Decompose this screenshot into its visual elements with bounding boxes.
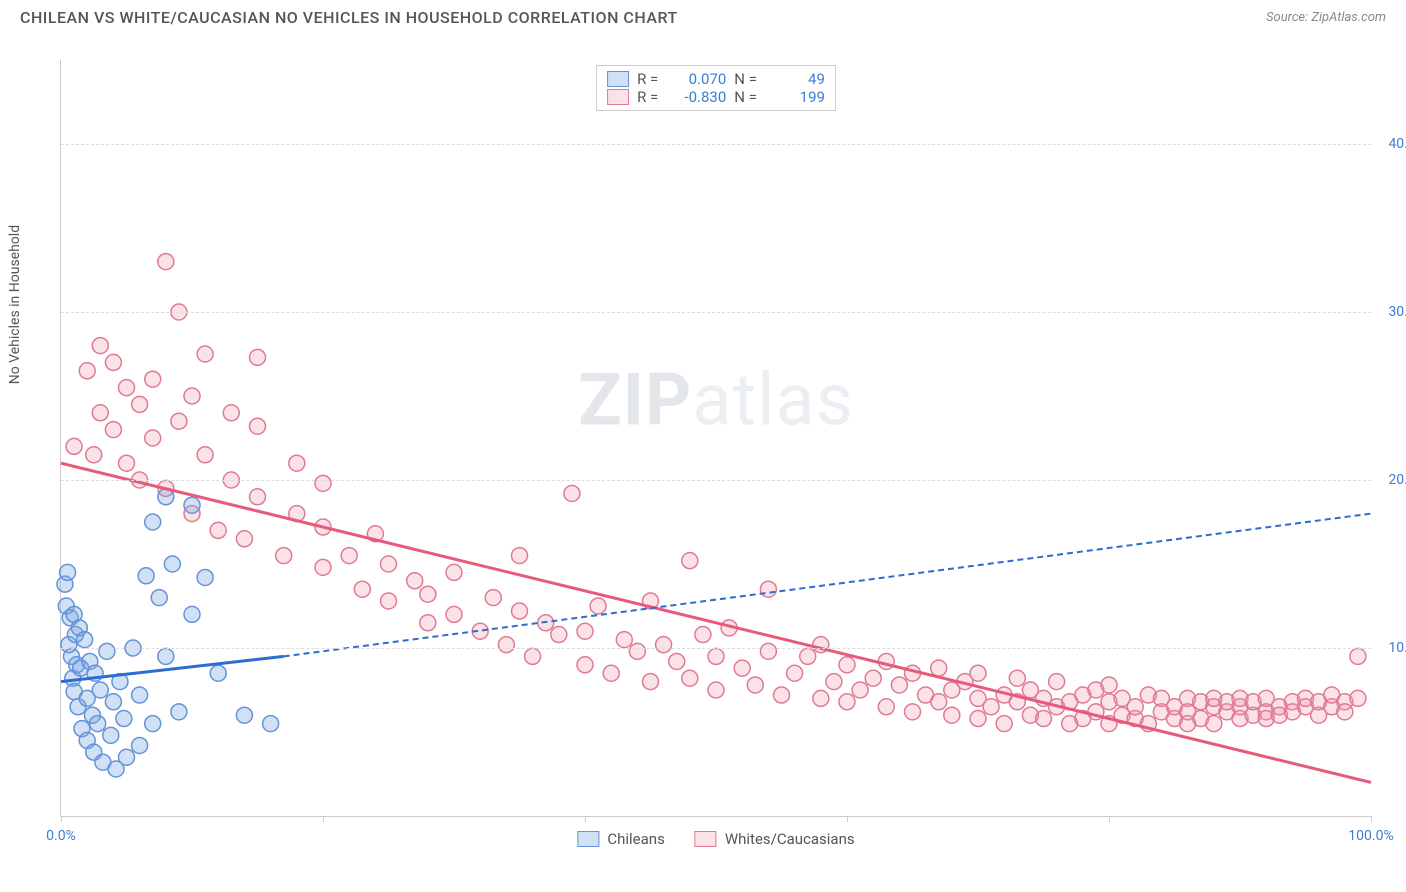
- header: CHILEAN VS WHITE/CAUCASIAN NO VEHICLES I…: [0, 0, 1406, 27]
- y-axis-label: No Vehicles in Household: [7, 225, 23, 384]
- swatch-chileans: [607, 71, 629, 87]
- legend-item-whites: Whites/Caucasians: [695, 830, 855, 848]
- stat-n-chileans: 49: [765, 70, 825, 88]
- stats-row-whites: R = -0.830 N = 199: [607, 88, 825, 106]
- legend-swatch-chileans: [577, 831, 599, 847]
- legend-swatch-whites: [695, 831, 717, 847]
- y-tick-label: 20.0%: [1388, 472, 1406, 488]
- stats-legend: R = 0.070 N = 49 R = -0.830 N = 199: [596, 65, 836, 111]
- swatch-whites: [607, 89, 629, 105]
- stat-n-whites: 199: [765, 88, 825, 106]
- plot-svg: [61, 60, 1371, 816]
- y-tick-label: 40.0%: [1388, 136, 1406, 152]
- stat-r-chileans: 0.070: [666, 70, 726, 88]
- x-tick-label: 100.0%: [1348, 828, 1393, 844]
- y-tick-label: 30.0%: [1388, 304, 1406, 320]
- source-label: Source: ZipAtlas.com: [1266, 10, 1386, 25]
- legend-label-chileans: Chileans: [607, 830, 664, 848]
- series-legend: Chileans Whites/Caucasians: [577, 830, 854, 848]
- legend-label-whites: Whites/Caucasians: [725, 830, 855, 848]
- stats-row-chileans: R = 0.070 N = 49: [607, 70, 825, 88]
- legend-item-chileans: Chileans: [577, 830, 664, 848]
- x-tick-label: 0.0%: [46, 828, 76, 844]
- chart-container: No Vehicles in Household ZIPatlas R = 0.…: [20, 40, 1386, 872]
- y-tick-label: 10.0%: [1388, 640, 1406, 656]
- chart-title: CHILEAN VS WHITE/CAUCASIAN NO VEHICLES I…: [20, 8, 678, 27]
- stat-r-whites: -0.830: [666, 88, 726, 106]
- plot-area: ZIPatlas R = 0.070 N = 49 R = -0.830 N =…: [60, 60, 1371, 817]
